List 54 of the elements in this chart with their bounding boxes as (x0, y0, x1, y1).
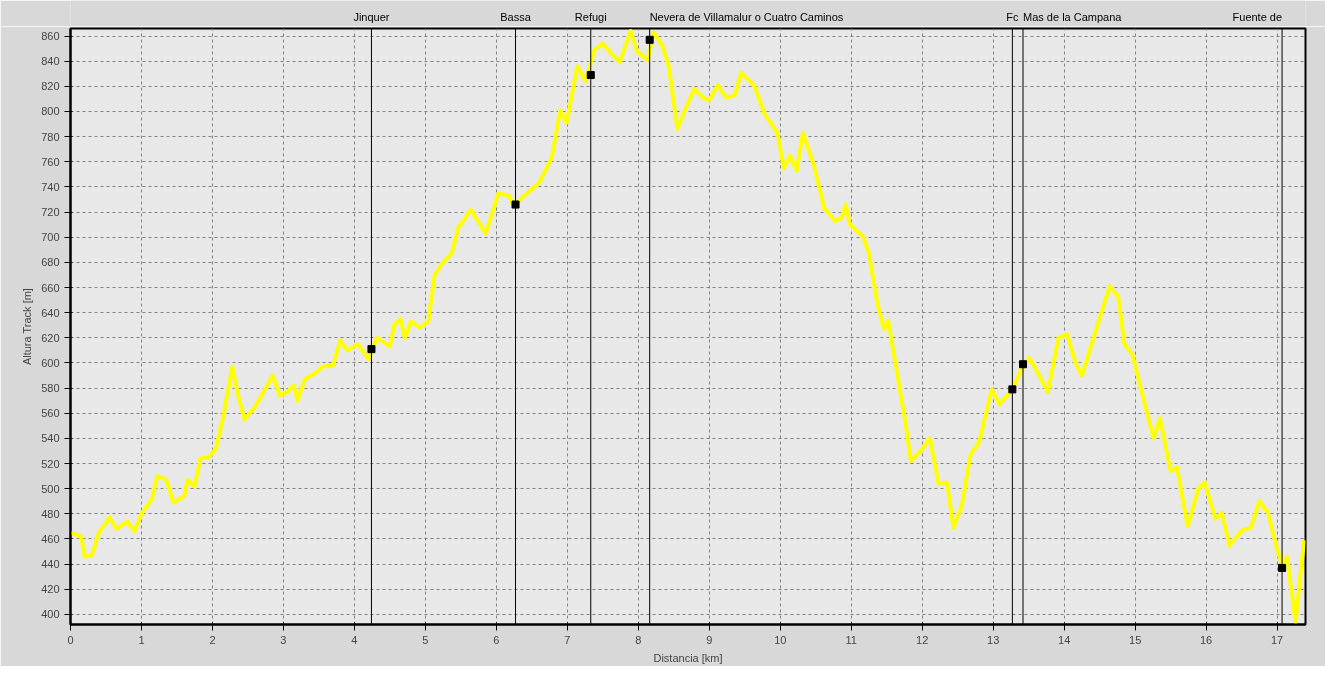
y-tick-label: 440 (41, 558, 60, 571)
y-tick-label: 520 (41, 457, 60, 470)
point (367, 345, 376, 354)
ref-line-label: Bassa (500, 10, 532, 23)
x-axis-title: Distancia [km] (653, 651, 723, 664)
y-tick-label: 620 (41, 331, 60, 344)
x-tick-label: 9 (706, 633, 713, 646)
point (511, 200, 520, 209)
y-tick-label: 760 (41, 155, 60, 168)
y-tick-label: 560 (41, 407, 60, 420)
y-tick-label: 400 (41, 608, 60, 621)
y-tick-label: 820 (41, 80, 60, 93)
x-tick-label: 16 (1200, 633, 1213, 646)
x-tick-label: 15 (1129, 633, 1142, 646)
x-tick-label: 5 (422, 633, 429, 646)
ref-line-label: Fc (1006, 10, 1019, 23)
x-tick-label: 14 (1058, 633, 1071, 646)
ref-line-label: Fuente de (1232, 10, 1283, 23)
y-tick-label: 680 (41, 256, 60, 269)
x-tick-label: 17 (1270, 633, 1284, 646)
y-tick-label: 600 (41, 356, 60, 369)
x-tick-label: 11 (845, 633, 857, 646)
y-tick-label: 480 (41, 507, 60, 520)
y-tick-label: 740 (41, 180, 60, 193)
x-tick-label: 7 (564, 633, 571, 646)
x-tick-label: 8 (635, 633, 642, 646)
x-tick-label: 12 (916, 633, 929, 646)
y-tick-label: 860 (41, 30, 60, 43)
y-tick-label: 460 (41, 533, 60, 545)
ref-line-label: Refugi (574, 10, 607, 23)
x-tick-label: 4 (351, 633, 358, 646)
point (1008, 385, 1017, 394)
y-axis-title: Altura Track [m] (21, 288, 34, 366)
y-tick-label: 640 (41, 306, 60, 319)
x-tick-label: 13 (987, 633, 1000, 646)
x-tick-label: 10 (774, 633, 787, 646)
x-tick-label: 0 (67, 633, 74, 646)
y-tick-label: 800 (41, 105, 60, 118)
ref-line-label: Jinquer (353, 10, 390, 23)
y-tick-label: 540 (41, 432, 60, 445)
x-tick-label: 6 (493, 633, 500, 646)
x-tick-label: 1 (138, 633, 145, 646)
y-tick-label: 420 (41, 583, 60, 596)
ref-line-label: Nevera de Villamalur o Cuatro Caminos (649, 10, 844, 23)
y-tick-label: 840 (41, 55, 60, 68)
ref-line-label: Mas de la Campana (1023, 10, 1123, 23)
y-tick-label: 720 (41, 206, 60, 219)
y-tick-label: 580 (41, 382, 60, 395)
y-tick-label: 500 (41, 482, 60, 495)
y-tick-label: 780 (41, 130, 60, 143)
x-tick-label: 2 (209, 633, 216, 646)
x-tick-label: 3 (280, 633, 287, 646)
y-tick-label: 700 (41, 231, 60, 244)
y-tick-label: 660 (41, 281, 60, 294)
